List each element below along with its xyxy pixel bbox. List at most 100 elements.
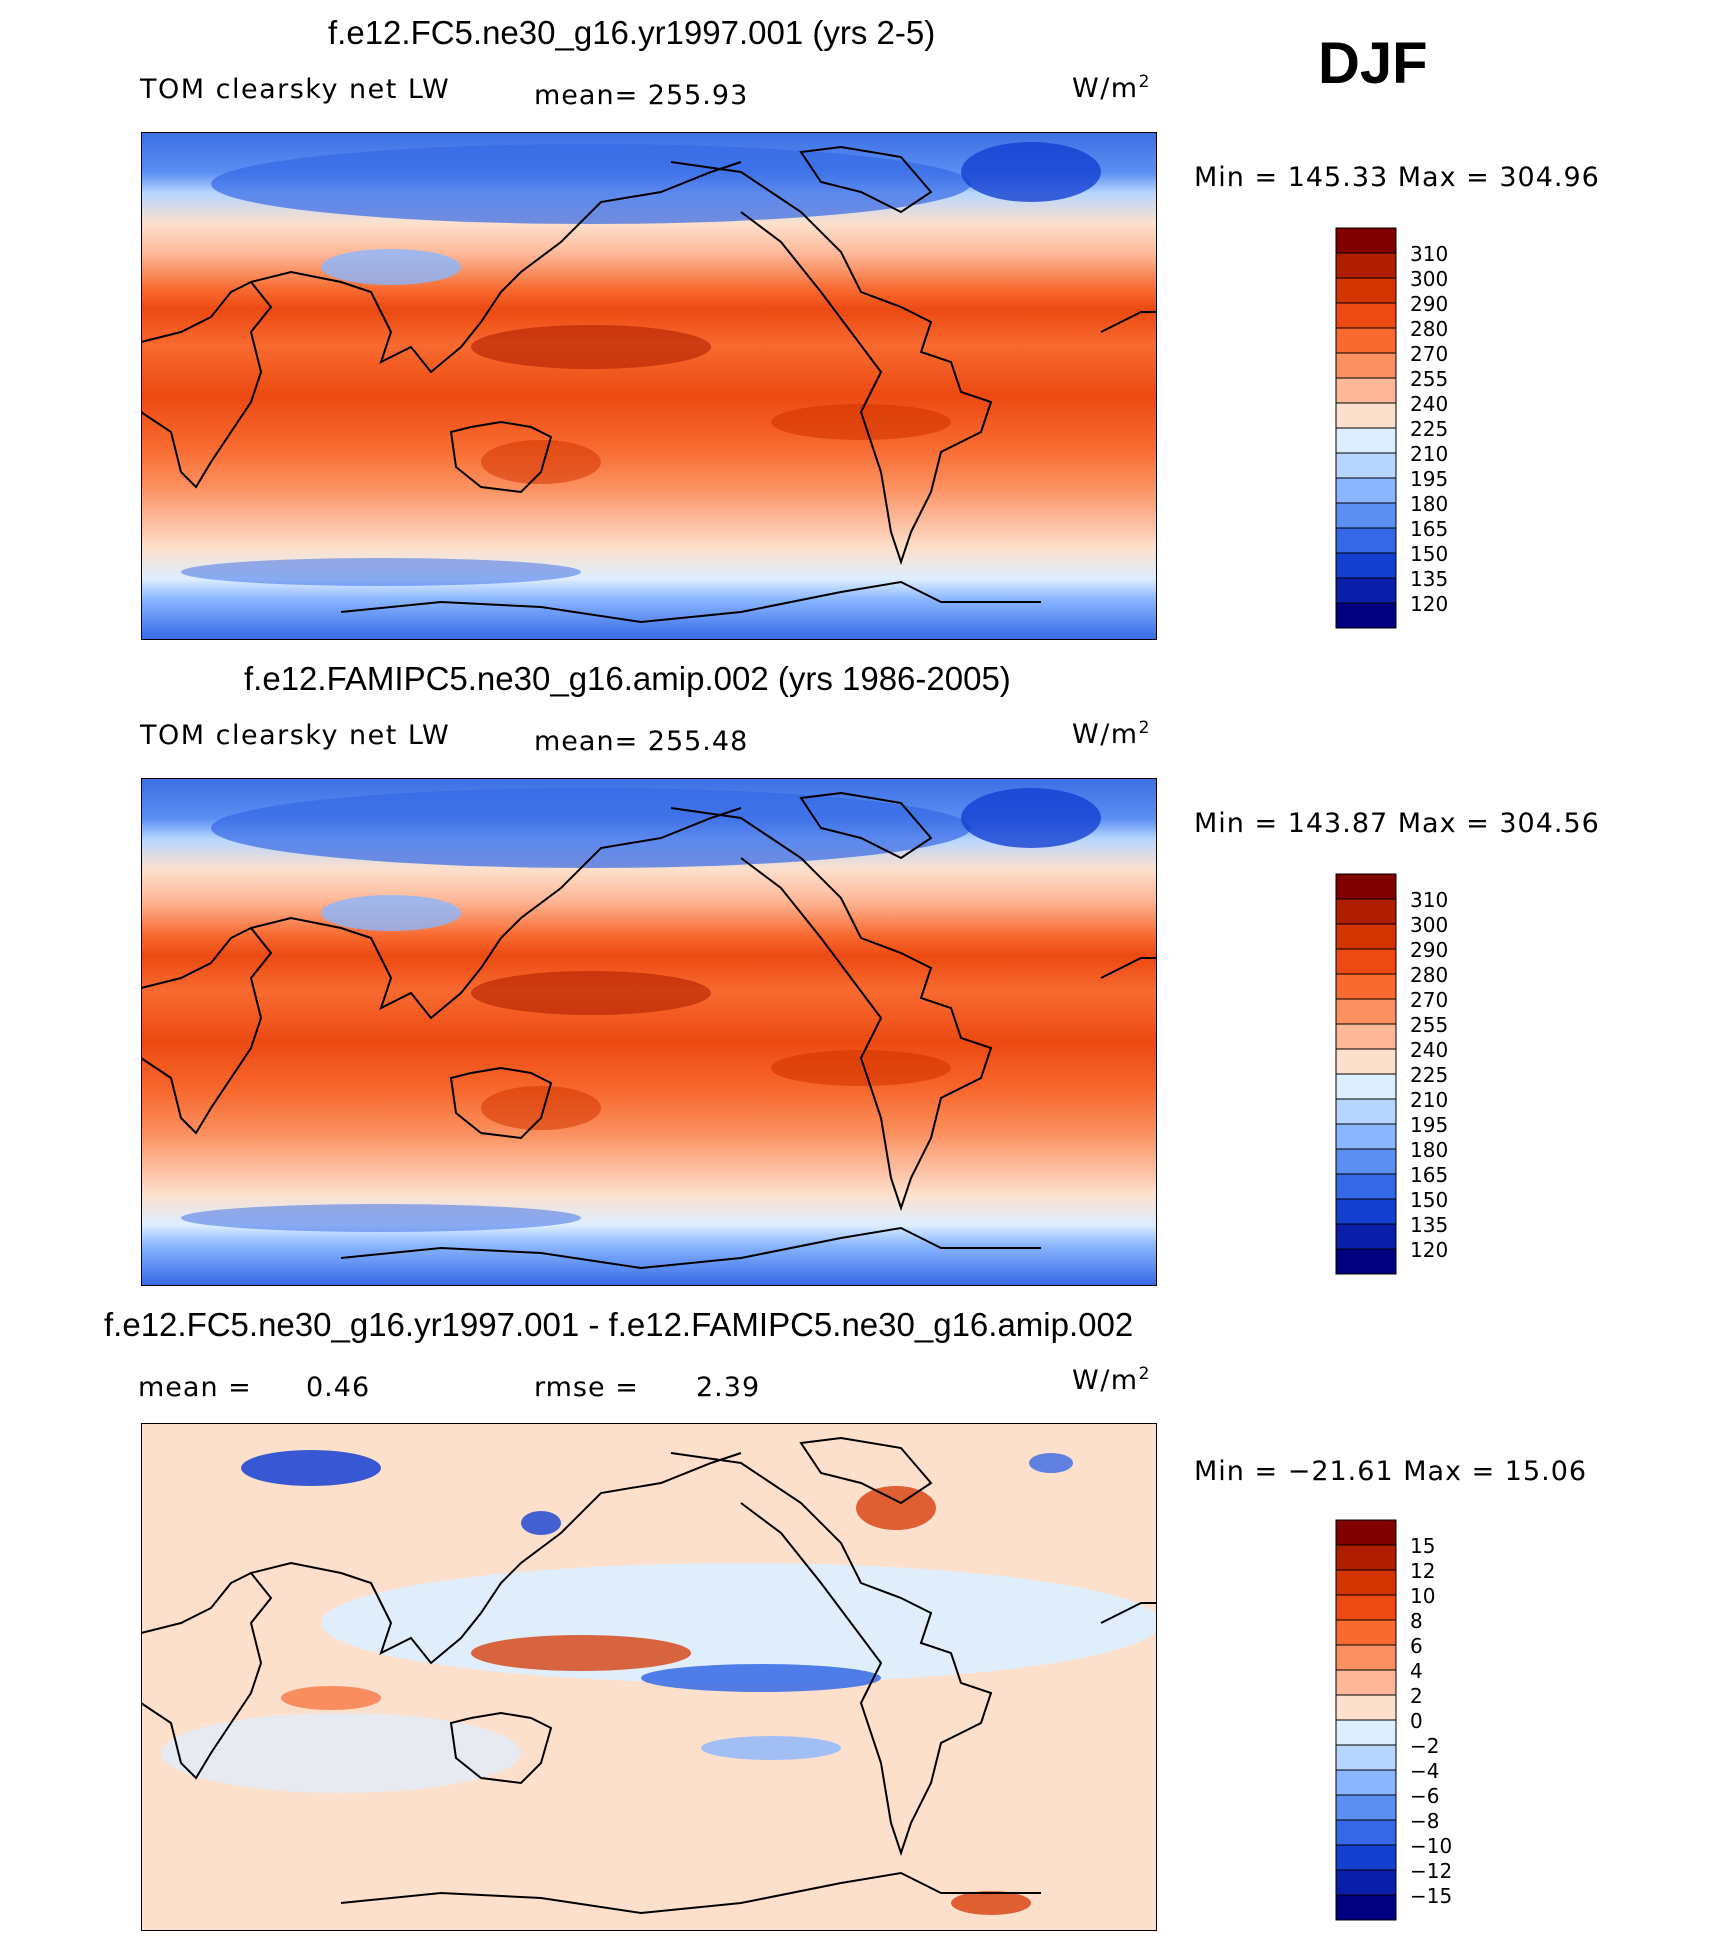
- colorbar-swatch: [1335, 923, 1397, 950]
- colorbar-label: 280: [1410, 317, 1448, 341]
- colorbar-swatch: [1335, 452, 1397, 479]
- panel-2-coastlines: [141, 791, 1157, 1270]
- colorbar-label: −2: [1410, 1734, 1439, 1758]
- colorbar-label: 240: [1410, 1038, 1448, 1062]
- colorbar-label: −6: [1410, 1784, 1439, 1808]
- colorbar-swatch: [1335, 377, 1397, 404]
- panel-1-title: f.e12.FC5.ne30_g16.yr1997.001 (yrs 2-5): [328, 14, 936, 51]
- colorbar-label: 0: [1410, 1709, 1423, 1733]
- colorbar-label: 135: [1410, 1213, 1448, 1237]
- panel-3-warmpool-high: [471, 1635, 691, 1671]
- colorbar-label: 15: [1410, 1534, 1435, 1558]
- colorbar-label: 2: [1410, 1684, 1423, 1708]
- colorbar-swatch: [1335, 898, 1397, 925]
- panel-1-mean: mean= 255.93: [534, 80, 749, 111]
- colorbar-swatch: [1335, 1023, 1397, 1050]
- colorbar-label: 280: [1410, 963, 1448, 987]
- colorbar-swatch: [1335, 1544, 1397, 1571]
- colorbar-swatch: [1335, 1894, 1397, 1921]
- panel-1-southern-low: [181, 558, 581, 586]
- colorbar-label: 4: [1410, 1659, 1423, 1683]
- panel-2-variable: TOM clearsky net LW: [140, 720, 451, 751]
- panel-3-indian-high: [281, 1686, 381, 1710]
- panel-3-minmax: Min = −21.61 Max = 15.06: [1194, 1456, 1588, 1487]
- colorbar-swatch: [1335, 1223, 1397, 1250]
- colorbar-swatch: [1335, 477, 1397, 504]
- colorbar-swatch: [1335, 1819, 1397, 1846]
- colorbar-label: 290: [1410, 938, 1448, 962]
- panel-1-greenland-low: [961, 142, 1101, 202]
- colorbar-swatch: [1335, 1794, 1397, 1821]
- colorbar-label: 10: [1410, 1584, 1435, 1608]
- colorbar-swatch: [1335, 1869, 1397, 1896]
- panel-1-variable: TOM clearsky net LW: [140, 74, 451, 105]
- colorbar-swatch: [1335, 1148, 1397, 1175]
- colorbar-label: 290: [1410, 292, 1448, 316]
- colorbar-label: 180: [1410, 1138, 1448, 1162]
- colorbar-swatch: [1335, 873, 1397, 900]
- panel-3-units: W/m2: [1072, 1364, 1151, 1396]
- panel-2-arctic-low: [211, 788, 971, 868]
- colorbar-label: 120: [1410, 1238, 1448, 1262]
- colorbar-label: 120: [1410, 592, 1448, 616]
- panel-2-greenland-low: [961, 788, 1101, 848]
- colorbar-swatch: [1335, 1669, 1397, 1696]
- colorbar-label: 8: [1410, 1609, 1423, 1633]
- colorbar-label: 225: [1410, 417, 1448, 441]
- colorbar-swatch: [1335, 252, 1397, 279]
- colorbar-swatch: [1335, 502, 1397, 529]
- colorbar-swatch: [1335, 227, 1397, 254]
- colorbar-label: 300: [1410, 267, 1448, 291]
- panel-3-pacific-low: [641, 1664, 881, 1692]
- colorbar-swatch: [1335, 1569, 1397, 1596]
- panel-1-minmax: Min = 145.33 Max = 304.96: [1194, 162, 1600, 193]
- colorbar-label: 240: [1410, 392, 1448, 416]
- colorbar-swatch: [1335, 277, 1397, 304]
- colorbar-label: 150: [1410, 1188, 1448, 1212]
- colorbar-label: 165: [1410, 517, 1448, 541]
- panel-1-coastlines: [141, 145, 1157, 624]
- colorbar-swatch: [1335, 1248, 1397, 1275]
- colorbar-label: 255: [1410, 367, 1448, 391]
- panel-2-southern-low: [181, 1204, 581, 1232]
- colorbar-label: 210: [1410, 442, 1448, 466]
- colorbar-swatch: [1335, 402, 1397, 429]
- colorbar-label: 310: [1410, 242, 1448, 266]
- colorbar-label: −8: [1410, 1809, 1439, 1833]
- colorbar-label: 6: [1410, 1634, 1423, 1658]
- colorbar-swatch: [1335, 1844, 1397, 1871]
- colorbar-label: 300: [1410, 913, 1448, 937]
- panel-3-siberia-low: [241, 1450, 381, 1486]
- panel-1-pacific-high: [471, 325, 711, 369]
- colorbar-label: 270: [1410, 988, 1448, 1012]
- colorbar-swatch: [1335, 1198, 1397, 1225]
- panel-3-mean-label: mean =: [138, 1372, 252, 1403]
- colorbar-label: 310: [1410, 888, 1448, 912]
- panel-2-mean: mean= 255.48: [534, 726, 749, 757]
- colorbar-swatch: [1335, 1744, 1397, 1771]
- colorbar-swatch: [1335, 1644, 1397, 1671]
- colorbar-swatch: [1335, 998, 1397, 1025]
- panel-2-map: [141, 778, 1157, 1286]
- panel-3-rmse-label: rmse =: [534, 1372, 639, 1403]
- panel-3-title: f.e12.FC5.ne30_g16.yr1997.001 - f.e12.FA…: [104, 1306, 1134, 1343]
- colorbar-label: 195: [1410, 1113, 1448, 1137]
- colorbar-swatch: [1335, 1048, 1397, 1075]
- panel-1-spcz-high: [771, 404, 951, 440]
- colorbar-swatch: [1335, 948, 1397, 975]
- panel-3-spcz-low: [701, 1736, 841, 1760]
- colorbar-swatch: [1335, 302, 1397, 329]
- colorbar-label: 255: [1410, 1013, 1448, 1037]
- panel-3-canada-high: [856, 1486, 936, 1530]
- colorbar-swatch: [1335, 1694, 1397, 1721]
- panel-2-spcz-high: [771, 1050, 951, 1086]
- colorbar-swatch: [1335, 1073, 1397, 1100]
- colorbar-label: 270: [1410, 342, 1448, 366]
- colorbar-swatch: [1335, 577, 1397, 604]
- panel-3-kamchatka-low: [521, 1511, 561, 1535]
- panel-2-units: W/m2: [1072, 718, 1151, 750]
- colorbar-swatch: [1335, 1519, 1397, 1546]
- colorbar-label: 12: [1410, 1559, 1435, 1583]
- panel-3-mean-value: 0.46: [306, 1372, 371, 1403]
